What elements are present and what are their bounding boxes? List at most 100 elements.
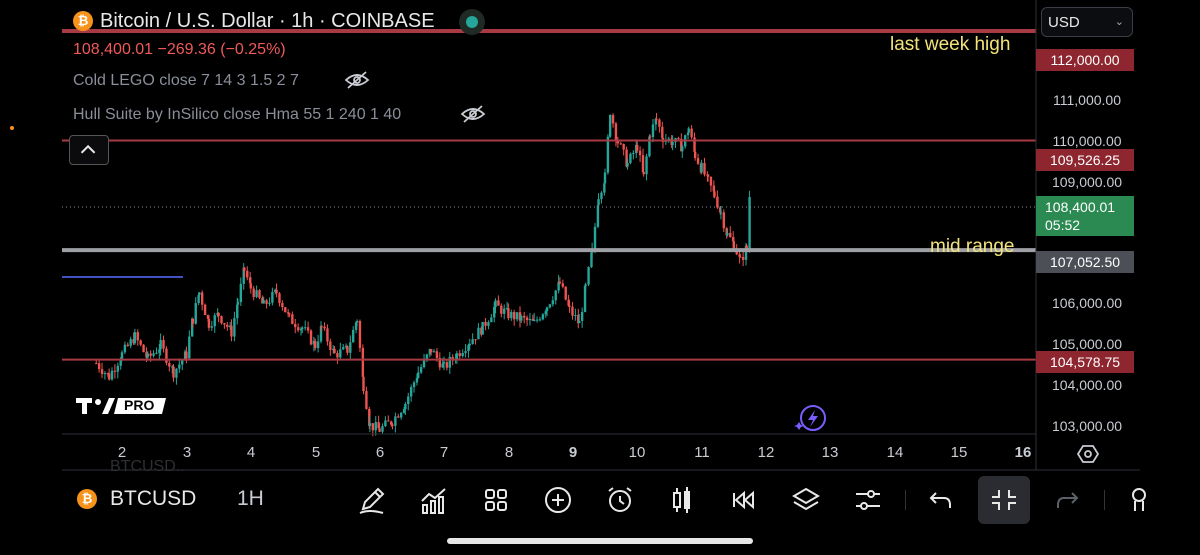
- indicators-chart-icon[interactable]: [417, 483, 451, 517]
- candle-body: [725, 228, 728, 236]
- candle-body: [448, 356, 451, 368]
- y-axis-label: 109,000.00: [1051, 174, 1123, 190]
- add-plus-icon[interactable]: [541, 483, 575, 517]
- draw-pen-icon[interactable]: [355, 483, 389, 517]
- candle-body: [217, 312, 220, 317]
- candle-body: [103, 373, 107, 375]
- x-axis-label: 10: [628, 444, 646, 461]
- price-tag-107052: 107,052.50: [1036, 251, 1134, 273]
- candle-body: [168, 362, 171, 367]
- candle-body: [399, 412, 403, 418]
- candle-body: [703, 162, 706, 175]
- candle-body: [741, 256, 745, 260]
- x-axis-label: 13: [821, 444, 839, 461]
- y-axis-label: 103,000.00: [1051, 418, 1123, 434]
- candle-body: [671, 142, 674, 146]
- candle-body: [428, 349, 432, 355]
- home-indicator[interactable]: [447, 538, 753, 544]
- candle-body: [299, 328, 303, 331]
- candle-body: [236, 304, 239, 319]
- x-axis-label: 7: [439, 444, 449, 461]
- candle-body: [329, 341, 332, 350]
- levels-layer: [62, 29, 1036, 361]
- candle-body: [172, 366, 175, 378]
- fullscreen-exit-icon: [992, 490, 1016, 510]
- y-axis-label: 110,000.00: [1052, 133, 1122, 149]
- y-axis-label: 106,000.00: [1051, 295, 1123, 311]
- candle-body: [402, 409, 406, 413]
- candle-body: [132, 339, 135, 344]
- undo-icon[interactable]: [924, 483, 958, 517]
- layers-icon[interactable]: [789, 483, 823, 517]
- candle-body: [658, 119, 661, 127]
- candle-body: [258, 290, 261, 298]
- annotation-mid-range[interactable]: mid range: [930, 236, 1015, 257]
- candle-body: [706, 174, 710, 177]
- candle-body: [713, 191, 716, 197]
- candle-body: [344, 345, 348, 348]
- candle-body: [661, 126, 664, 138]
- candle-body: [580, 311, 584, 321]
- candle-body: [365, 391, 368, 409]
- currency-value: USD: [1048, 14, 1080, 31]
- candle-body: [490, 317, 493, 323]
- candle-body: [296, 327, 300, 331]
- candle-body: [584, 284, 587, 286]
- candle-body: [538, 319, 542, 321]
- candle-body: [228, 325, 232, 328]
- redo-icon[interactable]: [1050, 483, 1084, 517]
- current-price-value: 108,400.01: [1045, 199, 1116, 215]
- candle-body: [632, 153, 635, 155]
- eye-off-icon[interactable]: [344, 70, 370, 90]
- interval-button[interactable]: 1H: [237, 487, 264, 510]
- grid-layout-icon[interactable]: [479, 483, 513, 517]
- settings-hexagon-icon[interactable]: [1076, 442, 1100, 466]
- indicator-cold-lego[interactable]: Cold LEGO close 7 14 3 1.5 2 7: [73, 72, 299, 89]
- candle-body: [213, 315, 216, 327]
- candle-body: [731, 237, 735, 242]
- settings-sliders-icon[interactable]: [851, 483, 885, 517]
- lightning-icon[interactable]: [794, 405, 826, 431]
- collapse-legend-button[interactable]: [69, 135, 109, 165]
- x-axis-label: 3: [182, 444, 192, 461]
- candle-body: [291, 314, 294, 325]
- candle-body: [603, 183, 606, 193]
- candle-body: [507, 308, 510, 319]
- candle-body: [378, 428, 381, 432]
- symbol-title[interactable]: Bitcoin / U.S. Dollar · 1h · COINBASE: [100, 10, 435, 32]
- candle-body: [265, 300, 268, 304]
- candle-body: [568, 305, 571, 307]
- price-change-line: 108,400.01 −269.36 (−0.25%): [73, 41, 286, 58]
- candle-body: [670, 138, 673, 146]
- candle-body: [739, 256, 742, 258]
- candle-body: [203, 304, 207, 316]
- candles-icon[interactable]: [665, 483, 699, 517]
- candle-body: [548, 304, 552, 308]
- candle-body: [288, 313, 291, 315]
- symbol-button[interactable]: BTCUSD: [110, 487, 197, 510]
- fullscreen-exit-button[interactable]: [978, 476, 1030, 524]
- candle-body: [451, 356, 454, 360]
- candle-body: [474, 339, 477, 341]
- candle-body: [332, 348, 335, 350]
- candle-body: [185, 351, 188, 359]
- person-icon[interactable]: [1122, 483, 1152, 517]
- candle-body: [309, 330, 313, 345]
- currency-select[interactable]: USD ⌄: [1041, 7, 1133, 37]
- annotation-last-week-high[interactable]: last week high: [890, 34, 1011, 55]
- candle-body: [497, 300, 500, 306]
- candle-body: [274, 289, 277, 292]
- candle-body: [314, 341, 317, 349]
- x-axis-label: 14: [886, 444, 904, 461]
- indicator-hull-suite[interactable]: Hull Suite by InSilico close Hma 55 1 24…: [73, 106, 402, 123]
- candle-body: [191, 318, 195, 324]
- candle-body: [535, 319, 539, 321]
- candle-body: [596, 205, 600, 227]
- replay-rewind-icon[interactable]: [727, 483, 761, 517]
- candle-body: [248, 277, 252, 284]
- candle-body: [600, 192, 603, 200]
- candle-body: [445, 362, 449, 368]
- alarm-clock-icon[interactable]: [603, 483, 637, 517]
- eye-off-icon[interactable]: [460, 104, 486, 124]
